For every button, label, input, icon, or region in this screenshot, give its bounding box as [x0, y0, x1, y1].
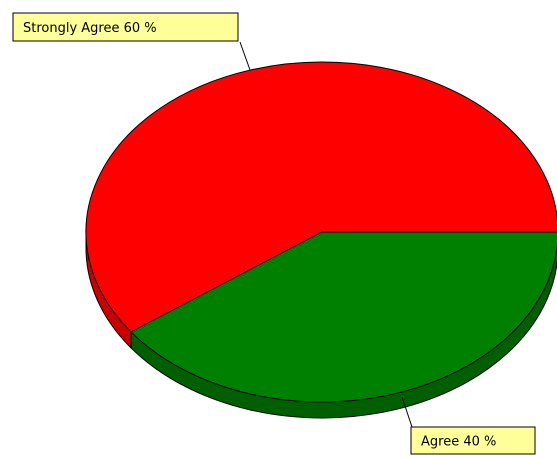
slice-label-box: [410, 426, 536, 455]
pie-slice-agree: [130, 231, 557, 403]
slice-label-text: Strongly Agree 60 %: [23, 21, 157, 36]
slice-label: Agree 40 %: [410, 426, 536, 455]
pie-slice-strongly-agree: [85, 61, 557, 333]
slice-label-text: Agree 40 %: [421, 435, 496, 450]
pie-tops: [85, 61, 557, 403]
leader-line: [239, 41, 251, 71]
leader-line: [401, 396, 413, 428]
slice-label: Strongly Agree 60 %: [12, 12, 239, 42]
slice-label-box: [12, 12, 239, 42]
pie-labels: Strongly Agree 60 % Agree 40 %: [12, 12, 536, 455]
